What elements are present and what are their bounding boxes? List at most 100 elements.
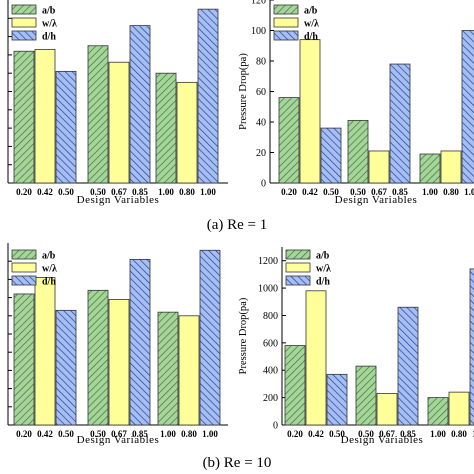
y-axis-label: Pressure Drop(pa) <box>238 53 249 130</box>
bar-dh-1 <box>320 127 342 184</box>
x-tick-label: 0.80 <box>451 429 467 439</box>
legend-swatch <box>273 4 299 15</box>
legend-swatch <box>11 262 37 273</box>
y-tick-label: 600 <box>263 338 278 349</box>
x-tick-label: 0.67 <box>111 429 127 439</box>
legend-swatch <box>273 30 299 41</box>
legend-label: d/h <box>304 32 318 43</box>
bar-w-1 <box>34 277 56 426</box>
legend-label: w/λ <box>304 19 319 30</box>
bar-w-3 <box>176 81 198 184</box>
bar-dh-3 <box>461 30 474 184</box>
y-tick-label: 120 <box>251 0 266 7</box>
y-tick-label: 800 <box>263 311 278 322</box>
x-tick-label: 0.50 <box>323 187 339 197</box>
legend-label: w/λ <box>42 264 57 275</box>
x-tick-label: 1.00 <box>430 429 446 439</box>
x-tick-label: 1.00 <box>472 429 474 439</box>
y-tick-label: 1200 <box>258 256 278 267</box>
bar-ab-1 <box>13 293 35 426</box>
chart-panel-a-left: 0.20 0.42 0.50 0.50 0.67 0.85 1.00 0.80 1.00Desi… <box>7 0 228 206</box>
chart-panel-b-left: 0.20 0.42 0.50 0.50 0.67 0.85 1.00 0.80 1.00Desi… <box>7 243 228 446</box>
y-tick-label: 60 <box>256 87 266 98</box>
y-tick-label: 400 <box>263 366 278 377</box>
bar-dh-1 <box>326 373 348 426</box>
x-tick-label: 0.50 <box>358 429 374 439</box>
x-tick-label: 0.80 <box>179 187 195 197</box>
legend-label: a/b <box>42 251 56 262</box>
bar-ab-3 <box>157 311 179 426</box>
legend-label: d/h <box>42 277 56 288</box>
bar-w-1 <box>305 290 327 426</box>
bar-w-3 <box>440 150 462 184</box>
bar-dh-2 <box>129 25 151 184</box>
legend-label: a/b <box>42 6 56 17</box>
y-tick-label: 200 <box>263 393 278 404</box>
x-tick-label: 0.50 <box>90 429 106 439</box>
x-tick-label: 1.00 <box>160 429 176 439</box>
legend-label: d/h <box>42 32 56 43</box>
legend-swatch <box>11 4 37 15</box>
legend-swatch <box>11 30 37 41</box>
chart-panel-a-right: 0 20 40 60 80 100 120 0.20 0.42 0.50 0.50 0.67 0.85 1… <box>238 0 474 206</box>
legend-label: w/λ <box>42 19 57 30</box>
y-tick-label: 20 <box>256 148 266 159</box>
x-tick-label: 0.20 <box>16 187 32 197</box>
bar-ab-2 <box>87 45 109 184</box>
y-tick-label: 1000 <box>258 284 278 295</box>
bar-dh-1 <box>55 309 77 426</box>
x-tick-label: 0.42 <box>308 429 324 439</box>
x-tick-label: 0.50 <box>350 187 366 197</box>
x-tick-label: 1.00 <box>422 187 438 197</box>
legend-swatch <box>273 17 299 28</box>
x-tick-label: 0.50 <box>58 429 74 439</box>
legend-label: a/b <box>304 6 318 17</box>
x-axis-label: Design Variables <box>77 434 160 446</box>
x-tick-label: 0.50 <box>90 187 106 197</box>
y-tick-label: 0 <box>273 421 278 432</box>
x-tick-label: 0.85 <box>400 429 416 439</box>
bar-w-3 <box>178 315 200 426</box>
legend-label: a/b <box>316 251 330 262</box>
bar-w-2 <box>368 150 390 184</box>
y-tick-label: 100 <box>251 26 266 37</box>
legend-swatch <box>11 275 37 286</box>
x-tick-label: 1.00 <box>202 429 218 439</box>
legend-swatch <box>285 249 311 260</box>
bar-ab-2 <box>87 289 109 426</box>
legend-swatch <box>11 249 37 260</box>
y-tick-label: 80 <box>256 57 266 68</box>
caption-a: (a) Re = 1 <box>206 217 268 233</box>
bar-w-1 <box>34 49 56 184</box>
bar-dh-3 <box>197 8 219 184</box>
y-axis-label: Pressure Drop(pa) <box>238 297 249 374</box>
y-tick-label: 0 <box>261 179 266 190</box>
x-tick-label: 0.85 <box>132 187 148 197</box>
bar-w-2 <box>108 61 130 184</box>
x-tick-label: 0.85 <box>392 187 408 197</box>
bar-dh-3 <box>199 249 221 426</box>
x-tick-label: 0.42 <box>37 187 53 197</box>
bar-dh-2 <box>389 63 411 184</box>
bar-ab-1 <box>284 345 306 426</box>
x-tick-label: 0.80 <box>181 429 197 439</box>
y-tick-label: 40 <box>256 118 266 129</box>
bar-ab-3 <box>419 153 441 184</box>
caption-b: (b) Re = 10 <box>202 455 272 471</box>
x-tick-label: 0.85 <box>132 429 148 439</box>
bar-w-2 <box>376 393 398 426</box>
bar-ab-2 <box>347 120 369 184</box>
bar-ab-2 <box>355 365 377 426</box>
x-tick-label: 0.20 <box>287 429 303 439</box>
bar-ab-1 <box>278 97 300 184</box>
legend-label: w/λ <box>316 264 331 275</box>
x-tick-label: 1.00 <box>464 187 474 197</box>
bar-dh-3 <box>469 268 474 426</box>
legend-swatch <box>11 17 37 28</box>
bar-ab-3 <box>155 72 177 184</box>
x-tick-label: 0.50 <box>329 429 345 439</box>
chart-panel-b-right: 0 200 400 600 800 1000 1200 0.20 0.42 0.50 0.50 0.6… <box>238 247 474 446</box>
x-tick-label: 0.42 <box>302 187 318 197</box>
bar-dh-2 <box>397 306 419 426</box>
